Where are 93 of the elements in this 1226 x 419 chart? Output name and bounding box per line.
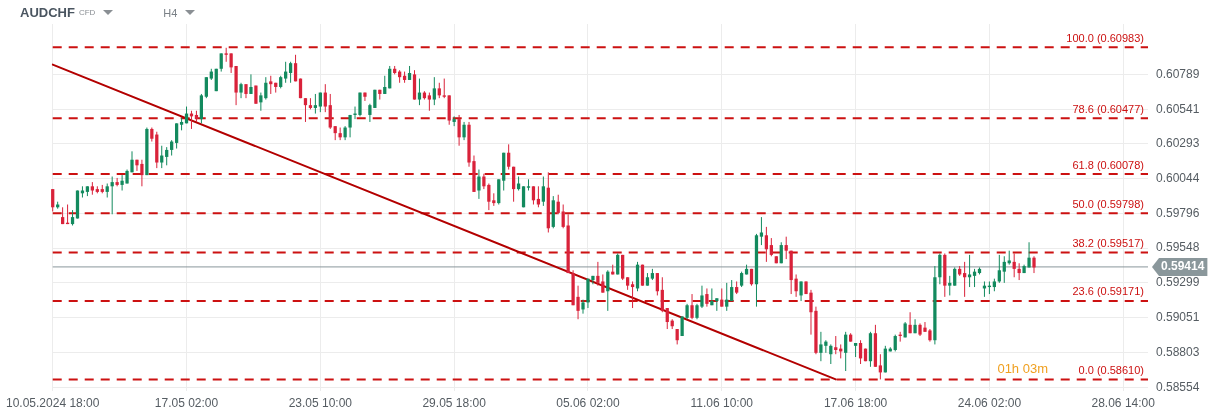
x-tick-label: 17.05 02:00 — [154, 396, 219, 411]
candlestick — [160, 145, 164, 169]
x-tick-label: 24.06 02:00 — [957, 396, 1022, 411]
candlestick — [199, 93, 204, 124]
y-tick-label: 0.60789 — [1156, 66, 1200, 81]
candlestick — [462, 121, 466, 141]
candlestick — [759, 216, 764, 246]
candlestick — [1032, 255, 1036, 274]
candlestick — [784, 236, 788, 260]
ref-line-label: 50.0 (0.59798) — [1072, 197, 1144, 210]
x-tick-label: 10.05.2024 18:00 — [6, 396, 100, 411]
candlestick — [427, 92, 432, 112]
candlestick — [219, 52, 223, 73]
candlestick — [497, 178, 501, 205]
ref-line-label: 38.2 (0.59517) — [1072, 237, 1144, 250]
y-tick-label: 0.59548 — [1156, 240, 1200, 255]
candlestick — [115, 177, 119, 187]
y-tick-label: 0.59299 — [1156, 275, 1200, 290]
candlestick — [799, 280, 803, 302]
candlestick — [284, 61, 288, 84]
ref-line-label: 100.0 (0.60983) — [1066, 31, 1144, 44]
candlestick — [660, 276, 664, 313]
candlestick — [526, 178, 531, 192]
x-tick-label: 05.06 02:00 — [556, 396, 620, 411]
candlestick — [1002, 255, 1006, 284]
chart-title: AUDCHF — [20, 5, 75, 20]
candlestick — [630, 280, 635, 309]
candlestick — [834, 335, 838, 355]
text: H4 — [163, 6, 178, 19]
candlestick — [764, 226, 769, 263]
y-tick-label: 0.60293 — [1156, 136, 1200, 151]
x-tick-label: 17.06 18:00 — [823, 396, 888, 411]
x-tick-label: 29.05 18:00 — [422, 396, 487, 411]
candlestick — [269, 75, 273, 95]
candlestick — [174, 122, 179, 150]
candlestick — [536, 185, 541, 208]
candlestick — [561, 204, 565, 229]
candlestick — [819, 331, 823, 362]
candlestick — [967, 254, 972, 288]
x-tick-label: 28.06 14:00 — [1091, 396, 1156, 411]
candlestick — [878, 353, 883, 380]
annotation: 01h 03m — [997, 361, 1048, 377]
ref-line-label: 23.6 (0.59171) — [1072, 285, 1144, 298]
candlestick — [858, 339, 863, 365]
y-tick-label: 0.58554 — [1156, 379, 1200, 394]
y-tick-label: 0.59051 — [1156, 310, 1200, 325]
x-tick-label: 23.05 10:00 — [288, 396, 353, 411]
ref-line-label: 61.8 (0.60078) — [1072, 158, 1144, 171]
candlestick — [323, 83, 327, 113]
candlestick — [204, 76, 208, 99]
candlestick — [51, 188, 55, 212]
candlestick — [511, 166, 516, 203]
candlestick — [293, 54, 298, 82]
candlestick — [948, 275, 952, 296]
candlestick — [165, 146, 169, 166]
ref-line-label: 0.59414 — [1161, 259, 1205, 274]
ref-line-label: 0.0 (0.58610) — [1078, 363, 1144, 376]
candlestick — [953, 266, 957, 287]
candlestick — [655, 272, 659, 296]
candlestick — [457, 114, 461, 147]
candlestick — [581, 299, 585, 315]
candlestick — [690, 293, 694, 320]
candlestick — [844, 331, 848, 372]
ref-line-label: 78.6 (0.60477) — [1072, 102, 1144, 115]
candlestick — [541, 176, 545, 207]
candlestick — [938, 252, 942, 285]
candlestick — [288, 61, 293, 84]
candlestick — [710, 287, 714, 306]
candlestick — [363, 92, 367, 102]
y-tick-label: 0.58803 — [1156, 344, 1200, 359]
candlestick — [705, 287, 709, 308]
y-tick-label: 0.60044 — [1156, 171, 1200, 186]
candlestick — [442, 78, 446, 99]
candlestick — [531, 185, 536, 205]
candlestick — [383, 75, 387, 95]
candlestick — [621, 254, 625, 281]
candlestick — [303, 97, 308, 123]
candlestick — [313, 93, 318, 115]
candlestick — [1012, 252, 1016, 278]
y-tick-label: 0.60541 — [1156, 101, 1200, 116]
candlestick — [725, 282, 729, 312]
candlestick — [477, 169, 481, 200]
candlestick — [432, 76, 436, 106]
chart-subtitle: CFD — [78, 8, 96, 17]
x-tick-label: 11.06 10:00 — [690, 396, 754, 411]
candlestick — [249, 73, 253, 95]
candlestick — [417, 78, 422, 106]
candlestick — [720, 287, 724, 308]
candlestick — [665, 307, 669, 330]
y-tick-label: 0.59796 — [1156, 205, 1200, 220]
candlestick — [769, 237, 773, 257]
candlestick — [328, 93, 332, 130]
candlestick — [507, 143, 511, 171]
